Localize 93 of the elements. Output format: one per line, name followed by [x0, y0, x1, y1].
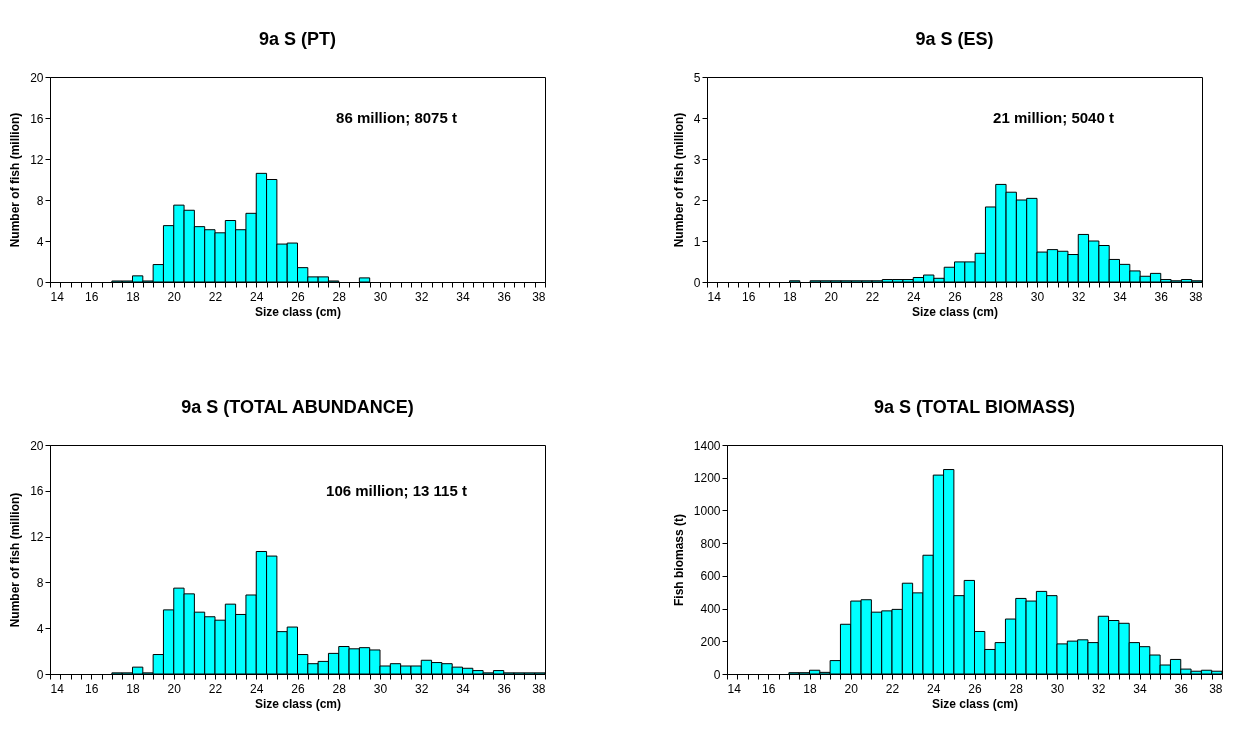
- x-tick-label: 22: [865, 289, 880, 304]
- y-axis-title: Fish biomass (t): [671, 513, 686, 607]
- x-tick-label: 36: [497, 289, 512, 304]
- x-tick-label: 18: [783, 289, 797, 304]
- x-tick-label: 34: [456, 681, 470, 696]
- x-tick-label: 18: [126, 289, 140, 304]
- x-tick-label: 26: [291, 681, 305, 696]
- x-tick-label: 34: [1133, 681, 1147, 696]
- chart-title: 9a S (ES): [915, 29, 994, 49]
- x-tick-label: 28: [332, 289, 347, 304]
- y-tick-label: 1200: [693, 471, 721, 486]
- chart-title: 9a S (TOTAL ABUNDANCE): [181, 397, 414, 417]
- x-tick-label: 20: [844, 681, 859, 696]
- y-tick-label: 1: [693, 234, 701, 249]
- y-tick-label: 200: [700, 634, 721, 649]
- x-tick-label: 30: [1050, 681, 1065, 696]
- y-tick-label: 4: [693, 111, 701, 126]
- x-tick-label: 38: [1209, 681, 1223, 696]
- y-tick-label: 8: [36, 193, 44, 208]
- y-axis-title: Number of fish (million): [671, 112, 686, 248]
- x-tick-label: 16: [742, 289, 756, 304]
- x-tick-label: 16: [85, 289, 99, 304]
- y-tick-label: 0: [713, 667, 721, 682]
- x-axis-title: Size class (cm): [254, 304, 342, 319]
- x-axis-title: Size class (cm): [254, 696, 342, 711]
- x-tick-label: 30: [373, 289, 388, 304]
- x-tick-label: 24: [250, 289, 264, 304]
- y-tick-label: 400: [700, 602, 721, 617]
- x-tick-label: 14: [707, 289, 722, 304]
- y-tick-label: 0: [693, 275, 701, 290]
- y-tick-label: 0: [36, 275, 44, 290]
- y-tick-label: 4: [36, 621, 44, 636]
- x-tick-label: 32: [415, 289, 429, 304]
- x-tick-label: 18: [803, 681, 817, 696]
- x-tick-label: 18: [126, 681, 140, 696]
- x-tick-label: 30: [1030, 289, 1045, 304]
- x-tick-label: 32: [1092, 681, 1106, 696]
- annotation: 106 million; 13 115 t: [326, 481, 467, 499]
- y-axis-title: Number of fish (million): [8, 112, 23, 248]
- y-tick-label: 2: [693, 193, 701, 208]
- x-tick-label: 26: [968, 681, 982, 696]
- x-tick-label: 20: [167, 681, 182, 696]
- x-tick-label: 32: [1072, 289, 1086, 304]
- x-tick-label: 28: [332, 681, 347, 696]
- y-axis-title: Number of fish (million): [8, 492, 23, 628]
- x-tick-label: 38: [532, 681, 546, 696]
- x-tick-label: 22: [208, 289, 223, 304]
- x-tick-label: 38: [532, 289, 546, 304]
- x-tick-label: 36: [1154, 289, 1169, 304]
- x-tick-label: 14: [727, 681, 742, 696]
- y-tick-label: 16: [30, 484, 44, 499]
- x-axis-title: Size class (cm): [931, 696, 1019, 711]
- y-tick-label: 1000: [693, 503, 721, 518]
- annotation: 86 million; 8075 t: [336, 109, 457, 126]
- x-tick-label: 16: [762, 681, 776, 696]
- x-tick-label: 28: [1009, 681, 1024, 696]
- x-tick-label: 22: [885, 681, 900, 696]
- chart-title: 9a S (PT): [258, 29, 337, 49]
- x-tick-label: 20: [824, 289, 839, 304]
- y-tick-label: 800: [700, 536, 721, 551]
- y-tick-label: 20: [30, 70, 44, 85]
- y-tick-label: 8: [36, 575, 44, 590]
- x-tick-label: 24: [250, 681, 264, 696]
- x-tick-label: 34: [456, 289, 470, 304]
- y-tick-label: 1400: [693, 438, 721, 453]
- x-tick-label: 22: [208, 681, 223, 696]
- x-tick-label: 24: [927, 681, 941, 696]
- y-tick-label: 12: [30, 152, 44, 167]
- x-tick-label: 36: [1174, 681, 1189, 696]
- x-tick-label: 38: [1189, 289, 1203, 304]
- x-tick-label: 24: [907, 289, 921, 304]
- y-tick-label: 5: [693, 70, 701, 85]
- annotation: 21 million; 5040 t: [993, 109, 1114, 126]
- chart-title: 9a S (TOTAL BIOMASS): [873, 397, 1076, 417]
- x-tick-label: 14: [50, 681, 65, 696]
- x-tick-label: 16: [85, 681, 99, 696]
- x-tick-label: 36: [497, 681, 512, 696]
- x-tick-label: 34: [1113, 289, 1127, 304]
- y-tick-label: 4: [36, 234, 44, 249]
- y-tick-label: 0: [36, 667, 44, 682]
- y-tick-label: 20: [30, 438, 44, 453]
- x-tick-label: 14: [50, 289, 65, 304]
- x-tick-label: 30: [373, 681, 388, 696]
- x-tick-label: 28: [989, 289, 1004, 304]
- y-tick-label: 3: [693, 152, 701, 167]
- x-tick-label: 26: [948, 289, 962, 304]
- x-tick-label: 32: [415, 681, 429, 696]
- y-tick-label: 600: [700, 569, 721, 584]
- x-axis-title: Size class (cm): [911, 304, 999, 319]
- y-tick-label: 12: [30, 530, 44, 545]
- x-tick-label: 26: [291, 289, 305, 304]
- y-tick-label: 16: [30, 111, 44, 126]
- x-tick-label: 20: [167, 289, 182, 304]
